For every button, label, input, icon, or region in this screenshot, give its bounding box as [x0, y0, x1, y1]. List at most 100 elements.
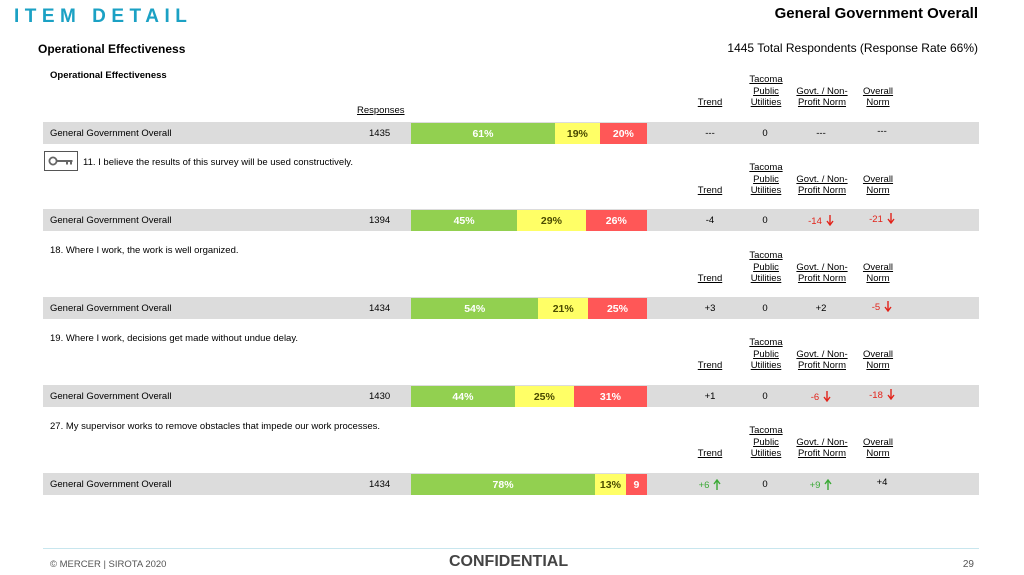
- tacoma-column-header: Tacoma Public Utilities: [749, 337, 783, 371]
- favorable-segment: 44%: [411, 386, 515, 407]
- overall-norm-number: -5: [871, 302, 881, 313]
- response-distribution-bar: 61% 19% 20%: [411, 123, 647, 144]
- trend-column-header: Trend: [697, 273, 723, 284]
- page-title: General Government Overall: [774, 5, 978, 22]
- overall-norm-column-header: Overall Norm: [862, 173, 894, 197]
- arrow-down-icon: [887, 213, 895, 224]
- overall-norm-number: -18: [869, 390, 883, 401]
- response-count: 1434: [369, 479, 391, 490]
- page-brand: ITEM DETAIL: [14, 6, 193, 27]
- row-label: General Government Overall: [50, 128, 172, 139]
- govt-norm-column-header: Govt. / Non-Profit Norm: [796, 85, 848, 109]
- response-distribution-bar: 44% 25% 31%: [411, 386, 647, 407]
- favorable-segment: 61%: [411, 123, 555, 144]
- copyright-text: © MERCER | SIROTA 2020: [50, 559, 167, 570]
- table-row: General Government Overall 1434 54% 21% …: [43, 297, 979, 319]
- govt-norm-number: -14: [808, 216, 822, 227]
- govt-norm-value: +2: [815, 303, 827, 314]
- trend-value: -4: [705, 215, 715, 226]
- trend-value: +3: [704, 303, 716, 314]
- row-label: General Government Overall: [50, 479, 172, 490]
- response-count: 1435: [369, 128, 391, 139]
- trend-column-header: Trend: [697, 448, 723, 459]
- footer-divider: [43, 548, 979, 549]
- favorable-segment: 54%: [411, 298, 539, 319]
- overall-norm-column-header: Overall Norm: [862, 85, 894, 109]
- unfavorable-segment: 31%: [573, 386, 647, 407]
- table-row: General Government Overall 1435 61% 19% …: [43, 122, 979, 144]
- unfavorable-segment: 20%: [599, 123, 647, 144]
- trend-value: +1: [704, 391, 716, 402]
- govt-norm-number: +9: [809, 480, 821, 491]
- trend-column-header: Trend: [697, 97, 723, 108]
- tacoma-column-header: Tacoma Public Utilities: [749, 162, 783, 196]
- neutral-segment: 13%: [595, 474, 626, 495]
- arrow-up-icon: [824, 479, 832, 490]
- overall-norm-value: -5: [859, 301, 905, 313]
- overall-norm-column-header: Overall Norm: [862, 261, 894, 285]
- overall-norm-column-header: Overall Norm: [862, 436, 894, 460]
- row-label: General Government Overall: [50, 215, 172, 226]
- section-heading: Operational Effectiveness: [50, 70, 167, 81]
- trend-column-header: Trend: [697, 360, 723, 371]
- tacoma-column-header: Tacoma Public Utilities: [749, 74, 783, 108]
- confidential-label: CONFIDENTIAL: [449, 553, 569, 570]
- arrow-down-icon: [887, 389, 895, 400]
- govt-norm-number: -6: [810, 392, 820, 403]
- response-count: 1394: [369, 215, 391, 226]
- tacoma-value: 0: [762, 391, 768, 402]
- responses-column-header: Responses: [357, 105, 405, 116]
- unfavorable-segment: 26%: [585, 210, 647, 231]
- question-text: 19. Where I work, decisions get made wit…: [50, 333, 299, 344]
- unfavorable-segment: 9: [625, 474, 647, 495]
- trend-number: +6: [698, 480, 710, 491]
- row-label: General Government Overall: [50, 303, 172, 314]
- govt-norm-column-header: Govt. / Non-Profit Norm: [796, 436, 848, 460]
- response-count: 1434: [369, 303, 391, 314]
- question-text: 11. I believe the results of this survey…: [83, 157, 353, 168]
- govt-norm-column-header: Govt. / Non-Profit Norm: [796, 348, 848, 372]
- question-text: 27. My supervisor works to remove obstac…: [50, 421, 380, 432]
- govt-norm-value: -14: [797, 215, 845, 227]
- tacoma-value: 0: [762, 128, 768, 139]
- overall-norm-value: ---: [877, 126, 887, 137]
- neutral-segment: 21%: [538, 298, 588, 319]
- favorable-segment: 78%: [411, 474, 596, 495]
- tacoma-value: 0: [762, 215, 768, 226]
- key-driver-badge: [44, 151, 78, 171]
- govt-norm-value: +9: [797, 479, 845, 491]
- trend-value: ---: [705, 128, 715, 139]
- key-icon: [48, 156, 73, 166]
- table-row: General Government Overall 1434 78% 13% …: [43, 473, 979, 495]
- neutral-segment: 29%: [517, 210, 586, 231]
- govt-norm-column-header: Govt. / Non-Profit Norm: [796, 173, 848, 197]
- tacoma-column-header: Tacoma Public Utilities: [749, 250, 783, 284]
- table-row: General Government Overall 1394 45% 29% …: [43, 209, 979, 231]
- respondents-summary: 1445 Total Respondents (Response Rate 66…: [727, 41, 978, 55]
- trend-value: +6: [690, 479, 730, 491]
- overall-norm-column-header: Overall Norm: [862, 348, 894, 372]
- page-number: 29: [962, 559, 974, 570]
- arrow-down-icon: [826, 215, 834, 226]
- arrow-down-icon: [823, 391, 831, 402]
- neutral-segment: 25%: [514, 386, 574, 407]
- overall-norm-value: -21: [859, 213, 905, 225]
- tacoma-value: 0: [762, 303, 768, 314]
- row-label: General Government Overall: [50, 391, 172, 402]
- overall-norm-value: +4: [876, 477, 888, 488]
- arrow-down-icon: [884, 301, 892, 312]
- govt-norm-column-header: Govt. / Non-Profit Norm: [796, 261, 848, 285]
- overall-norm-number: -21: [869, 214, 883, 225]
- unfavorable-segment: 25%: [587, 298, 647, 319]
- section-subtitle: Operational Effectiveness: [38, 42, 186, 56]
- response-count: 1430: [369, 391, 391, 402]
- trend-column-header: Trend: [697, 185, 723, 196]
- response-distribution-bar: 78% 13% 9: [411, 474, 647, 495]
- overall-norm-value: -18: [859, 389, 905, 401]
- govt-norm-value: -6: [797, 391, 845, 403]
- arrow-up-icon: [713, 479, 721, 490]
- response-distribution-bar: 54% 21% 25%: [411, 298, 647, 319]
- response-distribution-bar: 45% 29% 26%: [411, 210, 647, 231]
- govt-norm-value: ---: [816, 128, 826, 139]
- favorable-segment: 45%: [411, 210, 518, 231]
